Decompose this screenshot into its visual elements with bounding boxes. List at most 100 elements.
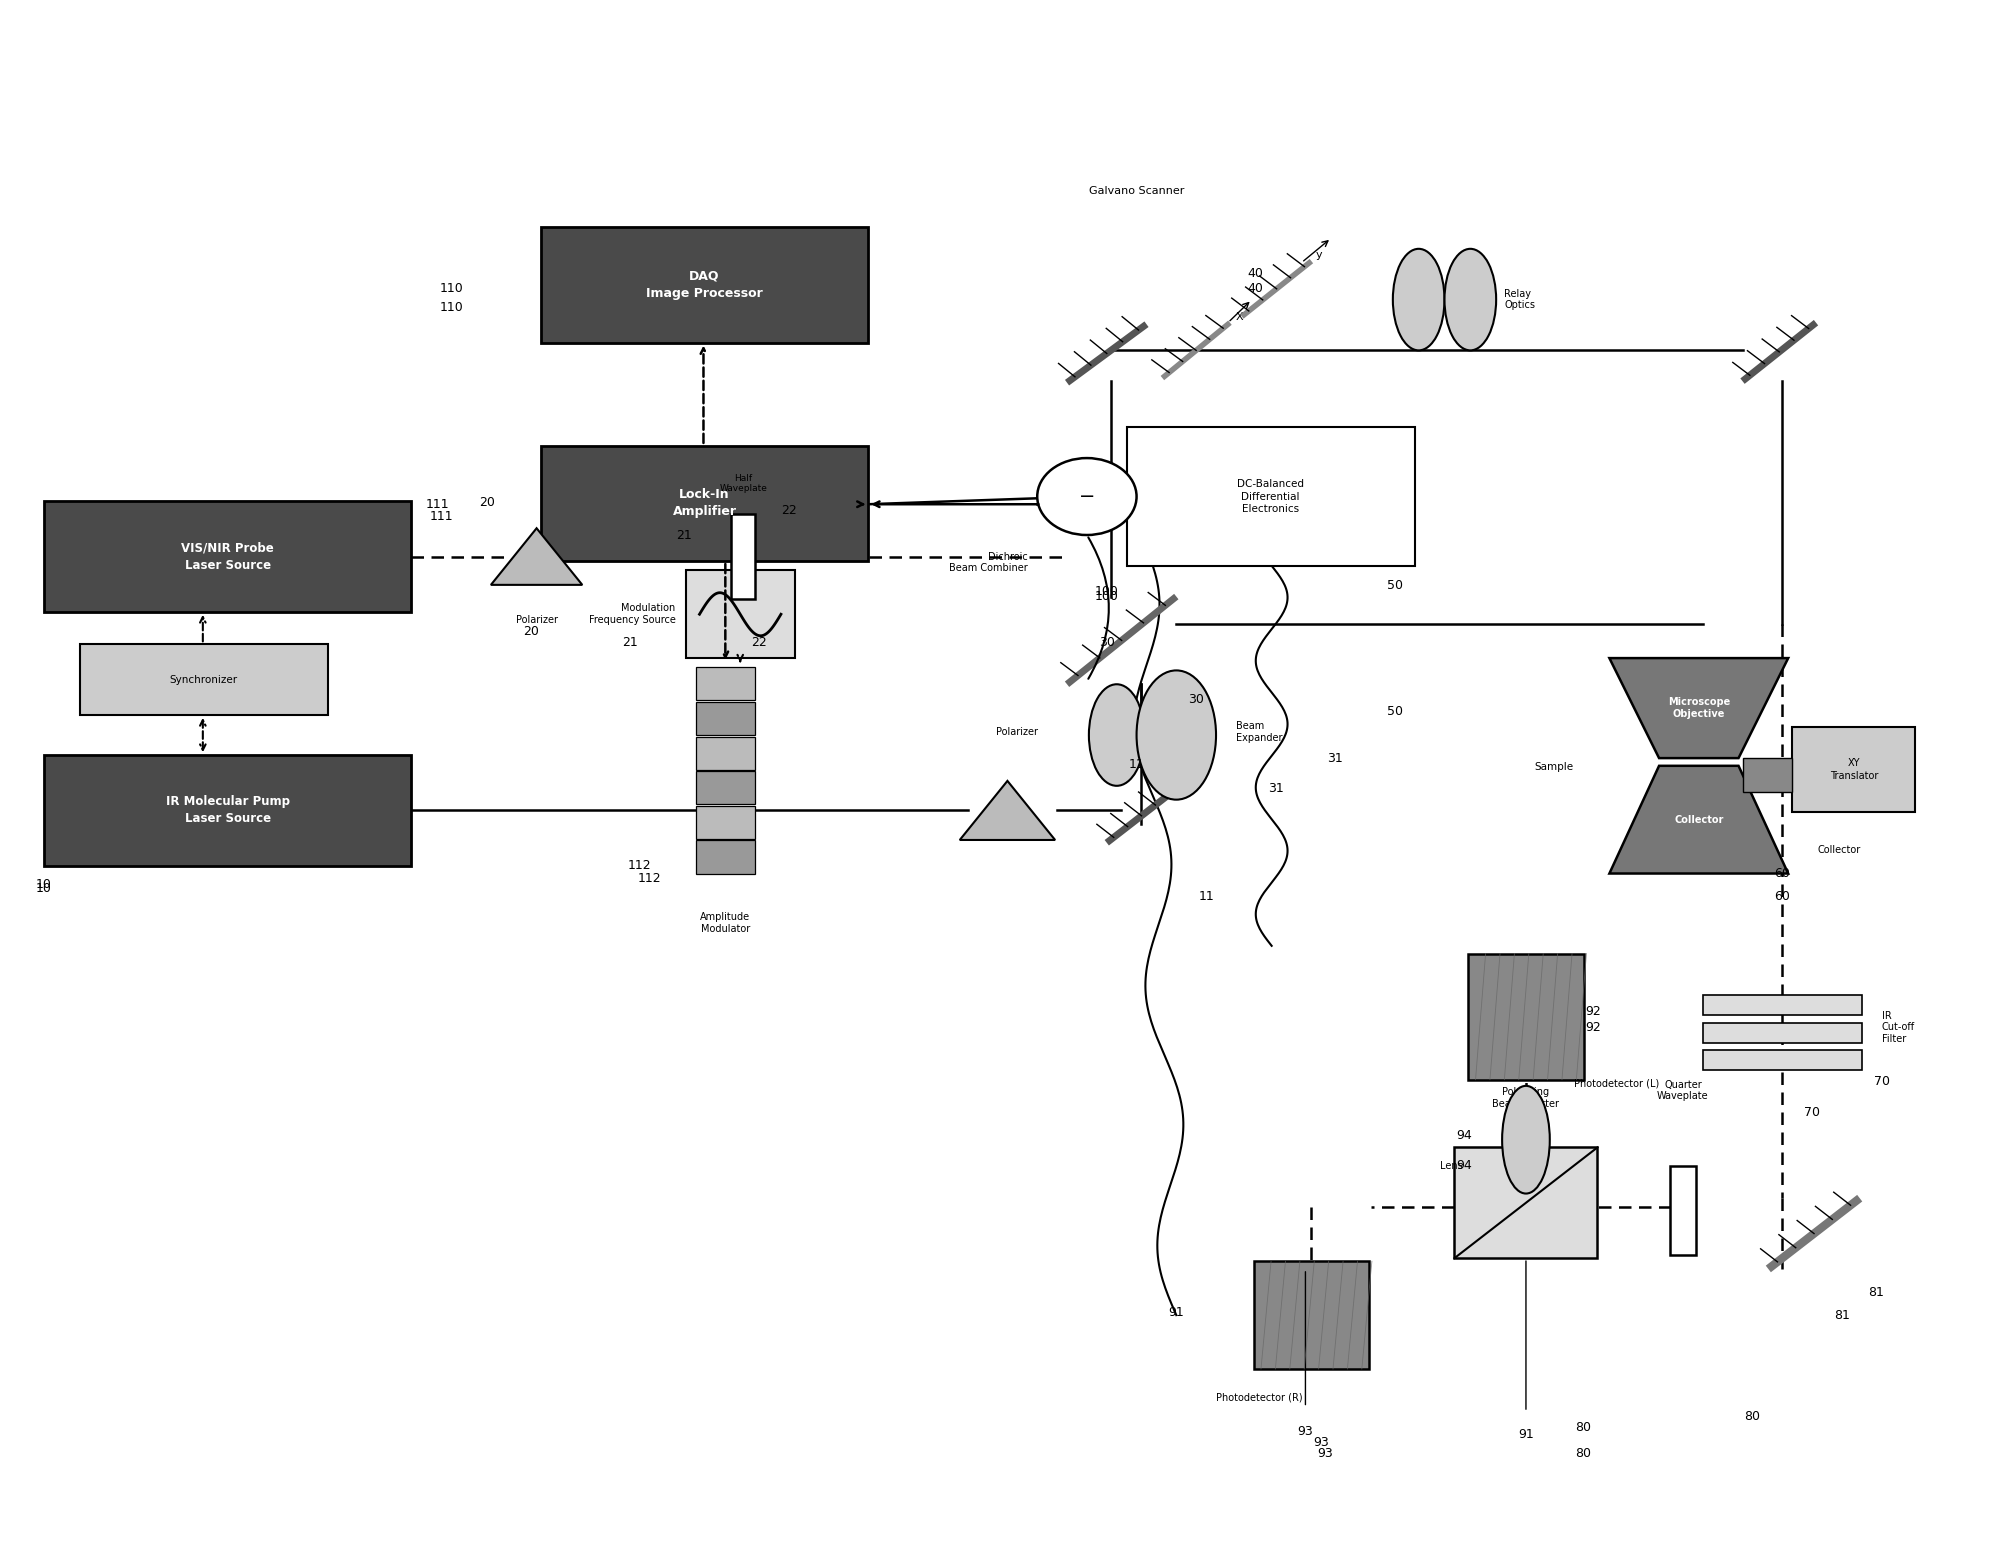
Bar	[1792, 727, 1915, 812]
Text: Polarizer: Polarizer	[996, 727, 1037, 736]
Text: 112: 112	[638, 871, 662, 885]
Bar	[696, 840, 756, 874]
Text: 31: 31	[1327, 752, 1343, 764]
Text: 91: 91	[1169, 1306, 1185, 1318]
Text: Beam
Expander: Beam Expander	[1235, 721, 1283, 743]
Text: 60: 60	[1774, 866, 1790, 880]
Text: Microscope
Objective: Microscope Objective	[1668, 698, 1730, 719]
Text: 92: 92	[1586, 1021, 1602, 1033]
Text: Lens: Lens	[1440, 1160, 1462, 1171]
Bar	[696, 702, 756, 735]
Polygon shape	[491, 528, 583, 585]
Circle shape	[1037, 458, 1137, 535]
Bar	[1127, 427, 1414, 566]
Bar	[696, 772, 756, 804]
Text: 50: 50	[1387, 579, 1402, 593]
Text: DC-Balanced
Differential
Electronics: DC-Balanced Differential Electronics	[1237, 480, 1305, 514]
Bar	[1468, 953, 1584, 1080]
Text: 91: 91	[1518, 1428, 1534, 1442]
Ellipse shape	[1393, 249, 1444, 350]
Text: Amplitude
Modulator: Amplitude Modulator	[700, 913, 750, 933]
Text: 21: 21	[676, 529, 692, 541]
Polygon shape	[1610, 657, 1788, 758]
Text: Polarizer: Polarizer	[515, 616, 557, 625]
Text: Polarizing
Beam Splitter: Polarizing Beam Splitter	[1492, 1088, 1560, 1109]
Bar	[696, 736, 756, 770]
Text: 110: 110	[439, 282, 463, 295]
Text: 20: 20	[523, 625, 539, 639]
Polygon shape	[960, 781, 1055, 840]
Text: 22: 22	[780, 504, 796, 517]
Text: −: −	[1079, 487, 1095, 506]
Text: VIS/NIR Probe
Laser Source: VIS/NIR Probe Laser Source	[182, 541, 273, 571]
Ellipse shape	[1137, 670, 1217, 800]
Text: 60: 60	[1774, 890, 1790, 903]
Text: Half
Waveplate: Half Waveplate	[720, 473, 768, 493]
Text: Sample: Sample	[1534, 763, 1572, 772]
Bar	[1704, 995, 1861, 1015]
Text: 30: 30	[1099, 636, 1115, 650]
Bar	[686, 571, 794, 657]
Text: 22: 22	[752, 636, 766, 650]
Text: 10: 10	[36, 877, 52, 891]
Text: Relay
Optics: Relay Optics	[1504, 289, 1534, 311]
Text: 11: 11	[1199, 890, 1215, 903]
Text: Collector: Collector	[1674, 815, 1724, 825]
Text: 92: 92	[1586, 1006, 1602, 1018]
Text: 111: 111	[429, 511, 453, 523]
Bar	[541, 446, 868, 562]
Text: 50: 50	[1387, 705, 1402, 718]
Bar	[1704, 1050, 1861, 1071]
Bar	[80, 644, 327, 715]
Text: 111: 111	[425, 498, 449, 511]
Text: y: y	[1315, 251, 1323, 260]
Text: 93: 93	[1317, 1446, 1333, 1460]
Text: 31: 31	[1267, 783, 1283, 795]
Text: IR Molecular Pump
Laser Source: IR Molecular Pump Laser Source	[166, 795, 289, 826]
Text: Lock-In
Amplifier: Lock-In Amplifier	[672, 489, 736, 518]
Text: 94: 94	[1456, 1159, 1472, 1173]
Polygon shape	[1610, 766, 1788, 874]
Text: 80: 80	[1576, 1446, 1592, 1460]
Ellipse shape	[1089, 684, 1145, 786]
Ellipse shape	[1502, 1086, 1550, 1194]
Text: Photodetector (L): Photodetector (L)	[1574, 1078, 1660, 1089]
Text: Synchronizer: Synchronizer	[170, 674, 237, 685]
Bar	[541, 227, 868, 343]
Bar	[732, 514, 756, 599]
Text: Collector: Collector	[1817, 845, 1861, 855]
Bar	[1670, 1166, 1696, 1255]
Text: 100: 100	[1095, 589, 1119, 603]
Text: IR
Cut-off
Filter: IR Cut-off Filter	[1881, 1010, 1915, 1044]
Bar	[696, 667, 756, 701]
Text: 110: 110	[439, 300, 463, 314]
Bar	[1742, 758, 1792, 792]
Text: X: X	[1235, 311, 1243, 322]
Text: 112: 112	[628, 859, 652, 873]
Text: 40: 40	[1247, 268, 1263, 280]
Text: 81: 81	[1833, 1309, 1849, 1321]
Bar	[1454, 1148, 1598, 1258]
Text: DAQ
Image Processor: DAQ Image Processor	[646, 271, 762, 300]
Text: Photodetector (R): Photodetector (R)	[1217, 1392, 1303, 1402]
Text: 70: 70	[1803, 1106, 1819, 1118]
Text: Galvano Scanner: Galvano Scanner	[1089, 187, 1185, 196]
Text: 20: 20	[479, 497, 495, 509]
Text: 93: 93	[1313, 1436, 1329, 1450]
Text: 10: 10	[36, 882, 52, 896]
Bar	[1704, 1023, 1861, 1043]
Text: Modulation
Frequency Source: Modulation Frequency Source	[589, 603, 676, 625]
Text: 11: 11	[1129, 758, 1145, 770]
Text: Quarter
Waveplate: Quarter Waveplate	[1658, 1080, 1708, 1101]
Text: 94: 94	[1456, 1129, 1472, 1142]
Text: 100: 100	[1095, 585, 1119, 599]
Bar	[44, 501, 411, 613]
Text: XY
Translator: XY Translator	[1829, 758, 1877, 781]
Text: 70: 70	[1873, 1075, 1889, 1088]
Text: 81: 81	[1867, 1286, 1883, 1298]
Text: 21: 21	[622, 636, 638, 650]
Bar	[1253, 1261, 1369, 1369]
Text: 40: 40	[1247, 282, 1263, 295]
Ellipse shape	[1444, 249, 1496, 350]
Text: Dichroic
Beam Combiner: Dichroic Beam Combiner	[948, 552, 1027, 574]
